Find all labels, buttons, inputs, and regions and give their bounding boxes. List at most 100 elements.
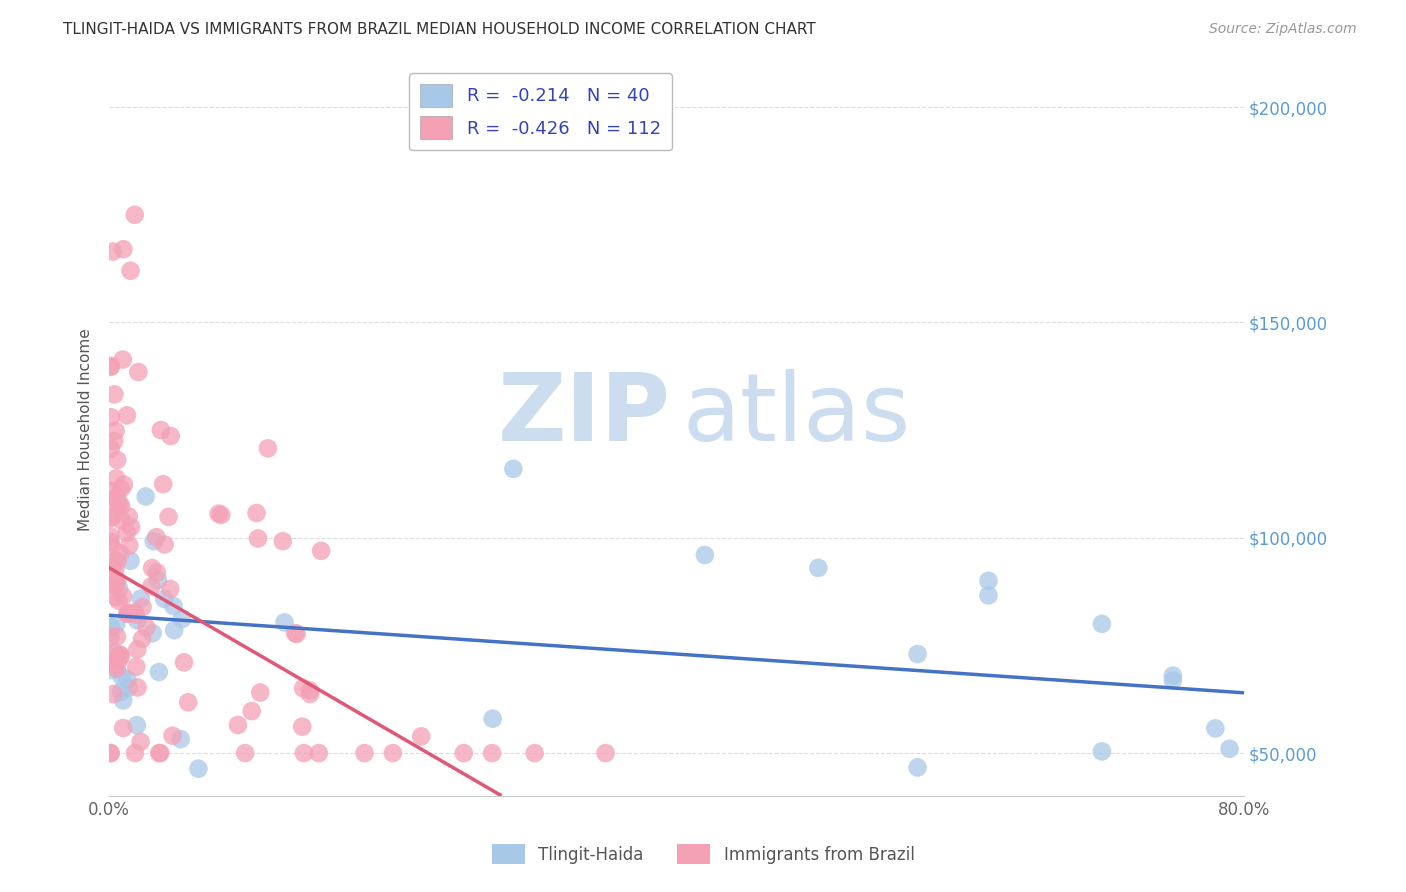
Point	[233, 746, 256, 760]
Point	[104, 424, 127, 438]
Point	[187, 762, 209, 776]
Point	[977, 574, 1000, 588]
Point	[105, 496, 128, 510]
Point	[103, 434, 125, 449]
Point	[112, 721, 135, 735]
Point	[100, 442, 122, 456]
Point	[103, 687, 125, 701]
Point	[125, 718, 148, 732]
Point	[108, 650, 131, 665]
Point	[285, 627, 308, 641]
Point	[131, 600, 153, 615]
Point	[100, 410, 122, 425]
Point	[309, 544, 332, 558]
Legend: R =  -0.214   N = 40, R =  -0.426   N = 112: R = -0.214 N = 40, R = -0.426 N = 112	[409, 73, 672, 150]
Point	[117, 606, 139, 620]
Point	[1091, 616, 1114, 631]
Point	[146, 573, 169, 587]
Text: TLINGIT-HAIDA VS IMMIGRANTS FROM BRAZIL MEDIAN HOUSEHOLD INCOME CORRELATION CHAR: TLINGIT-HAIDA VS IMMIGRANTS FROM BRAZIL …	[63, 22, 815, 37]
Point	[226, 718, 249, 732]
Point	[117, 673, 139, 687]
Point	[100, 746, 122, 760]
Point	[145, 530, 167, 544]
Point	[120, 264, 142, 278]
Point	[1204, 722, 1226, 736]
Point	[115, 525, 138, 540]
Point	[104, 491, 127, 505]
Point	[100, 359, 122, 373]
Point	[127, 365, 149, 379]
Point	[502, 462, 524, 476]
Point	[207, 507, 229, 521]
Point	[112, 242, 135, 256]
Point	[118, 681, 141, 695]
Point	[148, 665, 170, 679]
Point	[1091, 744, 1114, 758]
Point	[100, 620, 122, 634]
Point	[129, 735, 152, 749]
Point	[105, 471, 128, 485]
Point	[125, 660, 148, 674]
Point	[977, 589, 1000, 603]
Point	[146, 566, 169, 580]
Point	[118, 539, 141, 553]
Point	[111, 352, 134, 367]
Point	[110, 546, 132, 560]
Legend: Tlingit-Haida, Immigrants from Brazil: Tlingit-Haida, Immigrants from Brazil	[485, 838, 921, 871]
Point	[381, 746, 404, 760]
Point	[105, 630, 128, 644]
Point	[110, 648, 132, 663]
Point	[411, 730, 433, 744]
Point	[110, 499, 132, 513]
Point	[907, 760, 929, 774]
Point	[292, 681, 315, 696]
Point	[105, 617, 128, 632]
Point	[273, 615, 295, 630]
Point	[163, 624, 186, 638]
Point	[104, 590, 127, 604]
Point	[100, 631, 122, 645]
Point	[105, 490, 128, 504]
Point	[111, 670, 134, 684]
Point	[100, 746, 122, 760]
Point	[118, 606, 141, 620]
Point	[103, 578, 125, 592]
Point	[298, 683, 321, 698]
Point	[105, 661, 128, 675]
Point	[107, 653, 129, 667]
Point	[104, 554, 127, 568]
Point	[107, 593, 129, 607]
Point	[100, 648, 122, 662]
Point	[108, 497, 131, 511]
Point	[127, 681, 149, 695]
Point	[141, 579, 163, 593]
Point	[595, 746, 617, 760]
Point	[159, 582, 181, 596]
Point	[162, 729, 184, 743]
Point	[104, 658, 127, 673]
Point	[240, 704, 263, 718]
Point	[247, 532, 270, 546]
Point	[142, 626, 165, 640]
Point	[284, 626, 307, 640]
Point	[245, 506, 267, 520]
Point	[291, 720, 314, 734]
Point	[209, 508, 232, 522]
Point	[124, 208, 146, 222]
Point	[105, 574, 128, 588]
Point	[807, 561, 830, 575]
Point	[153, 537, 176, 551]
Point	[131, 632, 153, 646]
Point	[129, 591, 152, 606]
Point	[103, 387, 125, 401]
Point	[271, 534, 294, 549]
Point	[105, 577, 128, 591]
Point	[105, 453, 128, 467]
Point	[104, 562, 127, 576]
Point	[110, 482, 132, 496]
Point	[110, 685, 132, 699]
Point	[127, 613, 149, 627]
Point	[100, 534, 122, 549]
Point	[157, 509, 180, 524]
Point	[298, 687, 321, 701]
